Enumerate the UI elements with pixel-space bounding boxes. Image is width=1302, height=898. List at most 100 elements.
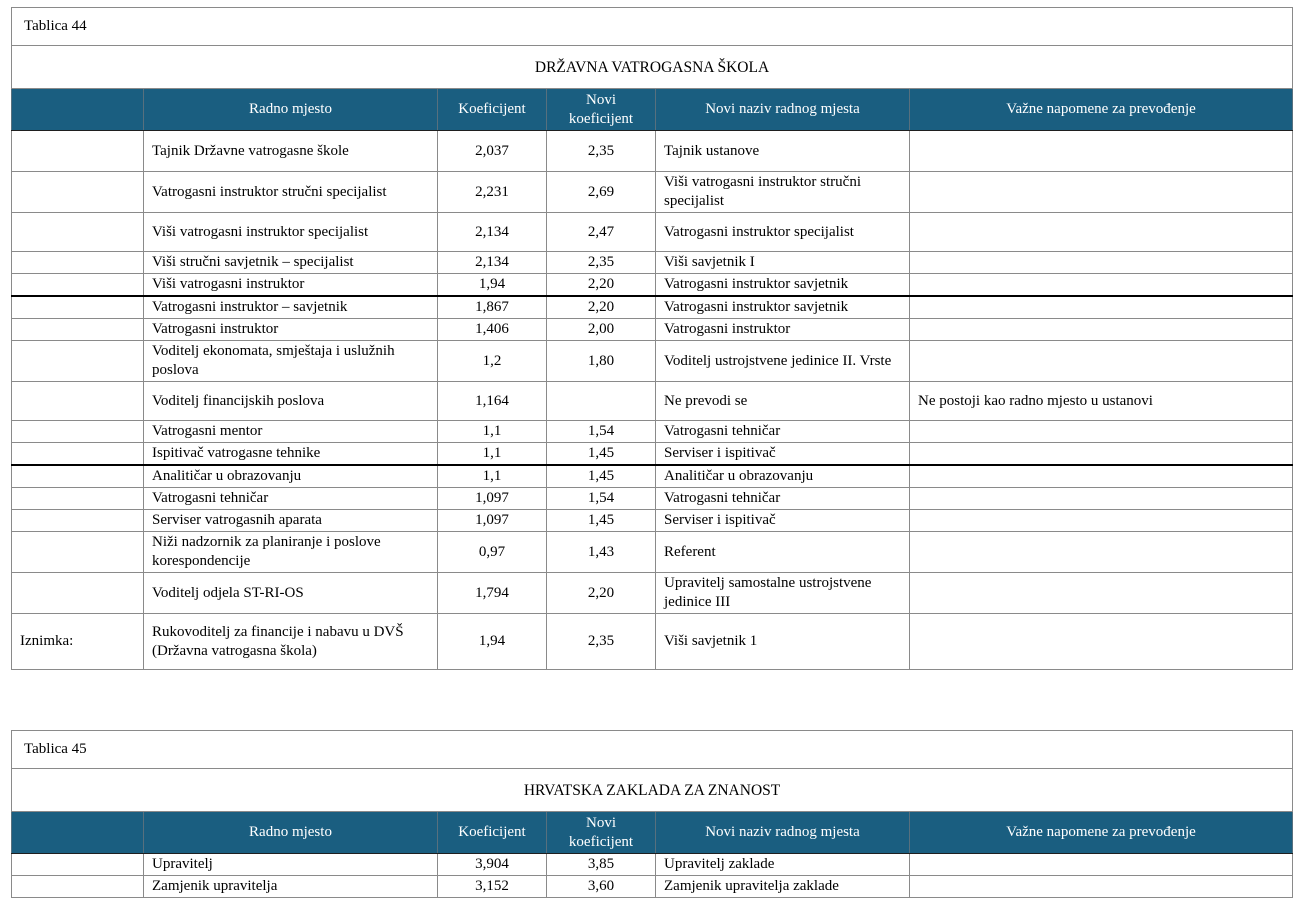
cell-novi_koeficijent: 2,35 (546, 613, 656, 670)
cell-novi_naziv: Serviser i ispitivač (655, 442, 910, 466)
column-header-napomene: Važne napomene za prevođenje (908, 88, 1294, 131)
table-caption: Tablica 44 (10, 7, 1294, 46)
cell-novi_naziv: Referent (655, 531, 910, 573)
data-table: Tablica 44 DRŽAVNA VATROGASNA ŠKOLA Radno … (10, 7, 1294, 670)
column-header-novi_koeficijent: Novi koeficijent (546, 88, 656, 131)
column-header-napomene: Važne napomene za prevođenje (908, 811, 1294, 854)
cell-koeficijent: 1,1 (437, 442, 547, 466)
table-row: Voditelj financijskih poslova 1,164 Ne pre… (11, 381, 1294, 421)
cell-novi_koeficijent: 2,20 (546, 273, 656, 297)
cell-novi_naziv: Serviser i ispitivač (655, 509, 910, 532)
cell-novi_koeficijent: 1,43 (546, 531, 656, 573)
cell-napomene (908, 420, 1294, 443)
cell-radno_mjesto: Voditelj financijskih poslova (143, 381, 438, 421)
cell-novi_koeficijent: 1,54 (546, 420, 656, 443)
cell-koeficijent: 1,164 (437, 381, 547, 421)
column-header-novi_naziv: Novi naziv radnog mjesta (655, 88, 910, 131)
column-header-radno_mjesto: Radno mjesto (143, 88, 438, 131)
cell-novi_koeficijent: 2,20 (546, 295, 656, 319)
cell-radno_mjesto: Analitičar u obrazovanju (143, 464, 438, 488)
cell-novi_koeficijent: 2,35 (546, 251, 656, 274)
cell-label (11, 572, 144, 614)
table-row: Voditelj odjela ST-RI-OS 1,794 2,20 Upravit… (11, 572, 1294, 614)
column-header-radno_mjesto: Radno mjesto (143, 811, 438, 854)
cell-radno_mjesto: Vatrogasni tehničar (143, 487, 438, 510)
table-row: Vatrogasni instruktor – savjetnik 1,867 2,… (11, 295, 1294, 319)
table-row: Iznimka: Rukovoditelj za financije i naba… (11, 613, 1294, 670)
cell-label (11, 130, 144, 172)
cell-radno_mjesto: Vatrogasni instruktor stručni specijalis… (143, 171, 438, 213)
cell-napomene (908, 875, 1294, 898)
cell-napomene: Ne postoji kao radno mjesto u ustanovi (908, 381, 1294, 421)
cell-radno_mjesto: Vatrogasni instruktor (143, 318, 438, 341)
cell-radno_mjesto: Serviser vatrogasnih aparata (143, 509, 438, 532)
cell-koeficijent: 2,231 (437, 171, 547, 213)
cell-koeficijent: 3,904 (437, 853, 547, 876)
table-section-tablica-44: Tablica 44 DRŽAVNA VATROGASNA ŠKOLA Radno … (10, 7, 1294, 670)
cell-koeficijent: 2,037 (437, 130, 547, 172)
cell-napomene (908, 251, 1294, 274)
cell-radno_mjesto: Ispitivač vatrogasne tehnike (143, 442, 438, 466)
table-row: Viši vatrogasni instruktor specijalist 2,… (11, 212, 1294, 252)
cell-label (11, 487, 144, 510)
cell-label (11, 295, 144, 319)
column-header-label (11, 811, 144, 854)
cell-novi_naziv: Ne prevodi se (655, 381, 910, 421)
cell-novi_koeficijent: 1,80 (546, 340, 656, 382)
table-row: Tajnik Državne vatrogasne škole 2,037 2,35… (11, 130, 1294, 172)
cell-label (11, 251, 144, 274)
cell-koeficijent: 1,1 (437, 464, 547, 488)
column-header-novi_naziv: Novi naziv radnog mjesta (655, 811, 910, 854)
cell-koeficijent: 0,97 (437, 531, 547, 573)
table-header-row: Radno mjesto Koeficijent Novi koeficijent N… (11, 811, 1294, 854)
cell-novi_naziv: Viši savjetnik I (655, 251, 910, 274)
cell-label (11, 273, 144, 297)
cell-novi_koeficijent: 3,85 (546, 853, 656, 876)
cell-label (11, 212, 144, 252)
cell-novi_koeficijent: 1,45 (546, 464, 656, 488)
cell-novi_naziv: Tajnik ustanove (655, 130, 910, 172)
cell-napomene (908, 464, 1294, 488)
cell-koeficijent: 1,1 (437, 420, 547, 443)
cell-label (11, 509, 144, 532)
table-caption: Tablica 45 (10, 730, 1294, 769)
table-row: Vatrogasni tehničar 1,097 1,54 Vatrogasni t… (11, 487, 1294, 510)
cell-koeficijent: 1,94 (437, 613, 547, 670)
cell-koeficijent: 1,867 (437, 295, 547, 319)
table-row: Zamjenik upravitelja 3,152 3,60 Zamjenik up… (11, 875, 1294, 898)
column-header-novi_koeficijent: Novi koeficijent (546, 811, 656, 854)
cell-novi_naziv: Analitičar u obrazovanju (655, 464, 910, 488)
cell-radno_mjesto: Vatrogasni mentor (143, 420, 438, 443)
table-row: Voditelj ekonomata, smještaja i uslužnih… (11, 340, 1294, 382)
cell-koeficijent: 1,2 (437, 340, 547, 382)
cell-novi_koeficijent: 2,00 (546, 318, 656, 341)
cell-novi_koeficijent: 2,35 (546, 130, 656, 172)
table-row: Viši vatrogasni instruktor 1,94 2,20 Vatrog… (11, 273, 1294, 297)
cell-novi_naziv: Vatrogasni instruktor specijalist (655, 212, 910, 252)
cell-novi_koeficijent: 2,47 (546, 212, 656, 252)
cell-novi_naziv: Vatrogasni tehničar (655, 487, 910, 510)
cell-koeficijent: 1,794 (437, 572, 547, 614)
cell-novi_koeficijent: 1,45 (546, 442, 656, 466)
cell-koeficijent: 1,097 (437, 487, 547, 510)
table-row: Vatrogasni instruktor 1,406 2,00 Vatrogasni… (11, 318, 1294, 341)
cell-napomene (908, 212, 1294, 252)
table-header-row: Radno mjesto Koeficijent Novi koeficijent N… (11, 88, 1294, 131)
cell-radno_mjesto: Zamjenik upravitelja (143, 875, 438, 898)
column-header-label (11, 88, 144, 131)
cell-novi_koeficijent (546, 381, 656, 421)
table-row: Analitičar u obrazovanju 1,1 1,45 Analitiča… (11, 464, 1294, 488)
cell-napomene (908, 531, 1294, 573)
cell-novi_koeficijent: 2,69 (546, 171, 656, 213)
cell-radno_mjesto: Vatrogasni instruktor – savjetnik (143, 295, 438, 319)
cell-radno_mjesto: Voditelj ekonomata, smještaja i uslužnih… (143, 340, 438, 382)
cell-koeficijent: 2,134 (437, 251, 547, 274)
table-row: Upravitelj 3,904 3,85 Upravitelj zaklade (11, 853, 1294, 876)
cell-label (11, 420, 144, 443)
cell-radno_mjesto: Viši stručni savjetnik – specijalist (143, 251, 438, 274)
cell-label (11, 381, 144, 421)
cell-novi_naziv: Upravitelj zaklade (655, 853, 910, 876)
cell-novi_naziv: Vatrogasni instruktor savjetnik (655, 273, 910, 297)
cell-napomene (908, 295, 1294, 319)
